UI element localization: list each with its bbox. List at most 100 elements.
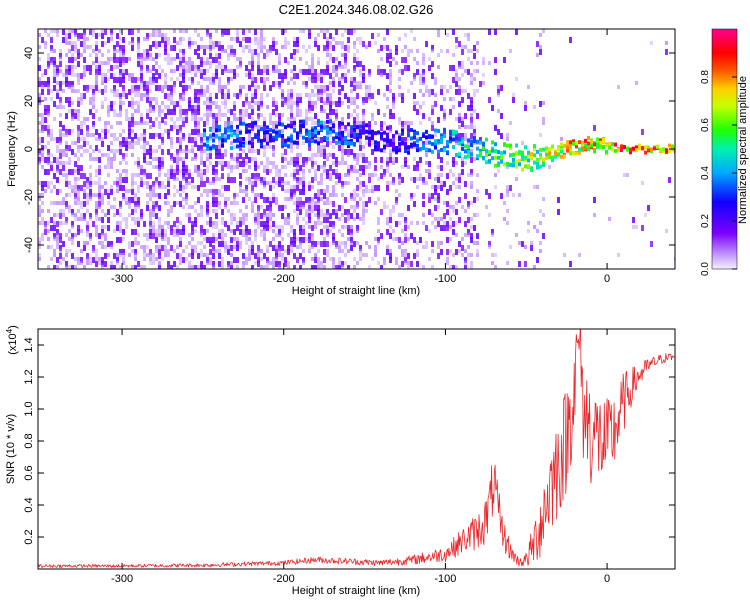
spectrogram-ridge-cell [221,138,224,143]
spectrogram-cell [464,209,467,213]
spectrogram-cell [278,85,281,89]
spectrogram-cell [80,201,83,205]
spectrogram-cell [170,89,173,95]
spectrogram-cell [122,89,125,93]
spectrogram-cell [491,233,494,237]
spectrogram-cell [341,53,344,57]
spectrogram-cell [416,165,419,171]
spectrogram-ridge-cell [647,145,650,150]
spectrogram-ridge-cell [341,133,344,138]
spectrogram-ridge-cell [227,122,230,127]
spectrogram-cell [155,165,158,169]
spectrogram-cell [416,49,419,53]
spectrogram-cell [113,101,116,105]
spectrogram-cell [155,33,158,37]
spectrogram-cell [332,37,335,41]
spectrogram-cell [422,77,425,83]
spectrogram-cell [98,205,101,209]
spectrogram-cell [68,81,71,87]
spectrogram-cell [194,121,197,127]
spectrogram-cell [95,109,98,113]
spectrogram-cell [305,113,308,117]
spectrogram-cell [404,157,407,163]
spectrogram-cell [173,45,176,51]
spectrogram-cell [38,205,41,209]
spectrogram-cell [245,45,248,49]
spectrogram-cell [419,177,422,181]
spectrogram-cell [107,165,110,169]
spectrogram-cell [464,233,467,237]
spectrogram-cell [131,45,134,51]
spectrogram-ridge-cell [590,145,593,150]
spectrogram-cell [560,137,563,141]
spectrogram-cell [140,85,143,89]
spectrogram-cell [428,197,431,203]
spectrogram-cell [194,93,197,99]
spectrogram-cell [167,221,170,225]
spectrogram-cell [62,165,65,171]
spectrogram-cell [404,221,407,225]
spectrogram-cell [119,109,122,113]
spectrogram-cell [164,93,167,99]
spectrogram-cell [170,93,173,97]
spectrogram-cell [314,101,317,105]
spectrogram-cell [305,69,308,75]
spectrogram-cell [257,69,260,75]
spectrogram-ridge-cell [263,138,266,143]
spectrogram-ridge-cell [281,133,284,138]
spectrogram-cell [59,53,62,59]
spectrogram-cell [404,65,407,71]
spectrogram-cell [302,157,305,163]
spectrogram-cell [227,125,230,131]
spectrogram-cell [194,209,197,213]
spectrogram-cell [311,61,314,65]
spectrogram-cell [77,49,80,55]
spectrogram-cell [431,249,434,253]
spectrogram-cell [323,145,326,149]
spectrogram-cell [308,69,311,75]
spectrogram-cell [338,129,341,133]
spectrogram-cell [167,253,170,257]
spectrogram-ridge-cell [212,144,215,149]
spectrogram-cell [245,141,248,145]
spectrogram-cell [215,209,218,213]
spectrogram-cell [260,97,263,101]
spectrogram-cell [137,261,140,267]
spectrogram-cell [149,173,152,179]
spectrogram-cell [473,225,476,231]
spectrogram-cell [290,241,293,247]
spectrogram-cell [326,45,329,51]
spectrogram-cell [287,233,290,237]
spectrogram-cell [89,197,92,201]
spectrogram-cell [269,201,272,207]
spectrogram-cell [458,241,461,247]
spectrogram-cell [173,85,176,89]
spectrogram-cell [488,29,491,35]
spectrogram-ridge-cell [386,139,389,144]
spectrogram-cell [341,157,344,161]
spectrogram-cell [236,93,239,99]
spectrogram-cell [281,257,284,261]
spectrogram-ridge-cell [329,130,332,135]
spectrogram-ridge-cell [431,149,434,154]
spectrogram-cell [338,205,341,211]
spectrogram-cell [251,201,254,205]
spectrogram-ridge-cell [362,125,365,130]
spectrogram-ridge-cell [338,136,341,141]
spectrogram-cell [461,97,464,103]
spectrogram-cell [383,113,386,117]
spectrogram-cell [278,113,281,119]
spectrogram-cell [272,261,275,265]
spectrogram-cell [467,57,470,61]
colorbar-tick-label: 0.6 [700,118,711,132]
spectrogram-cell [230,141,233,145]
spectrogram-cell [437,173,440,177]
spectrogram-cell [305,117,308,121]
spectrogram-cell [104,181,107,185]
spectrogram-cell [71,109,74,115]
spectrogram-cell [200,205,203,209]
spectrogram-ridge-cell [569,140,572,145]
spectrogram-cell [335,265,338,269]
spectrogram-cell [257,177,260,181]
